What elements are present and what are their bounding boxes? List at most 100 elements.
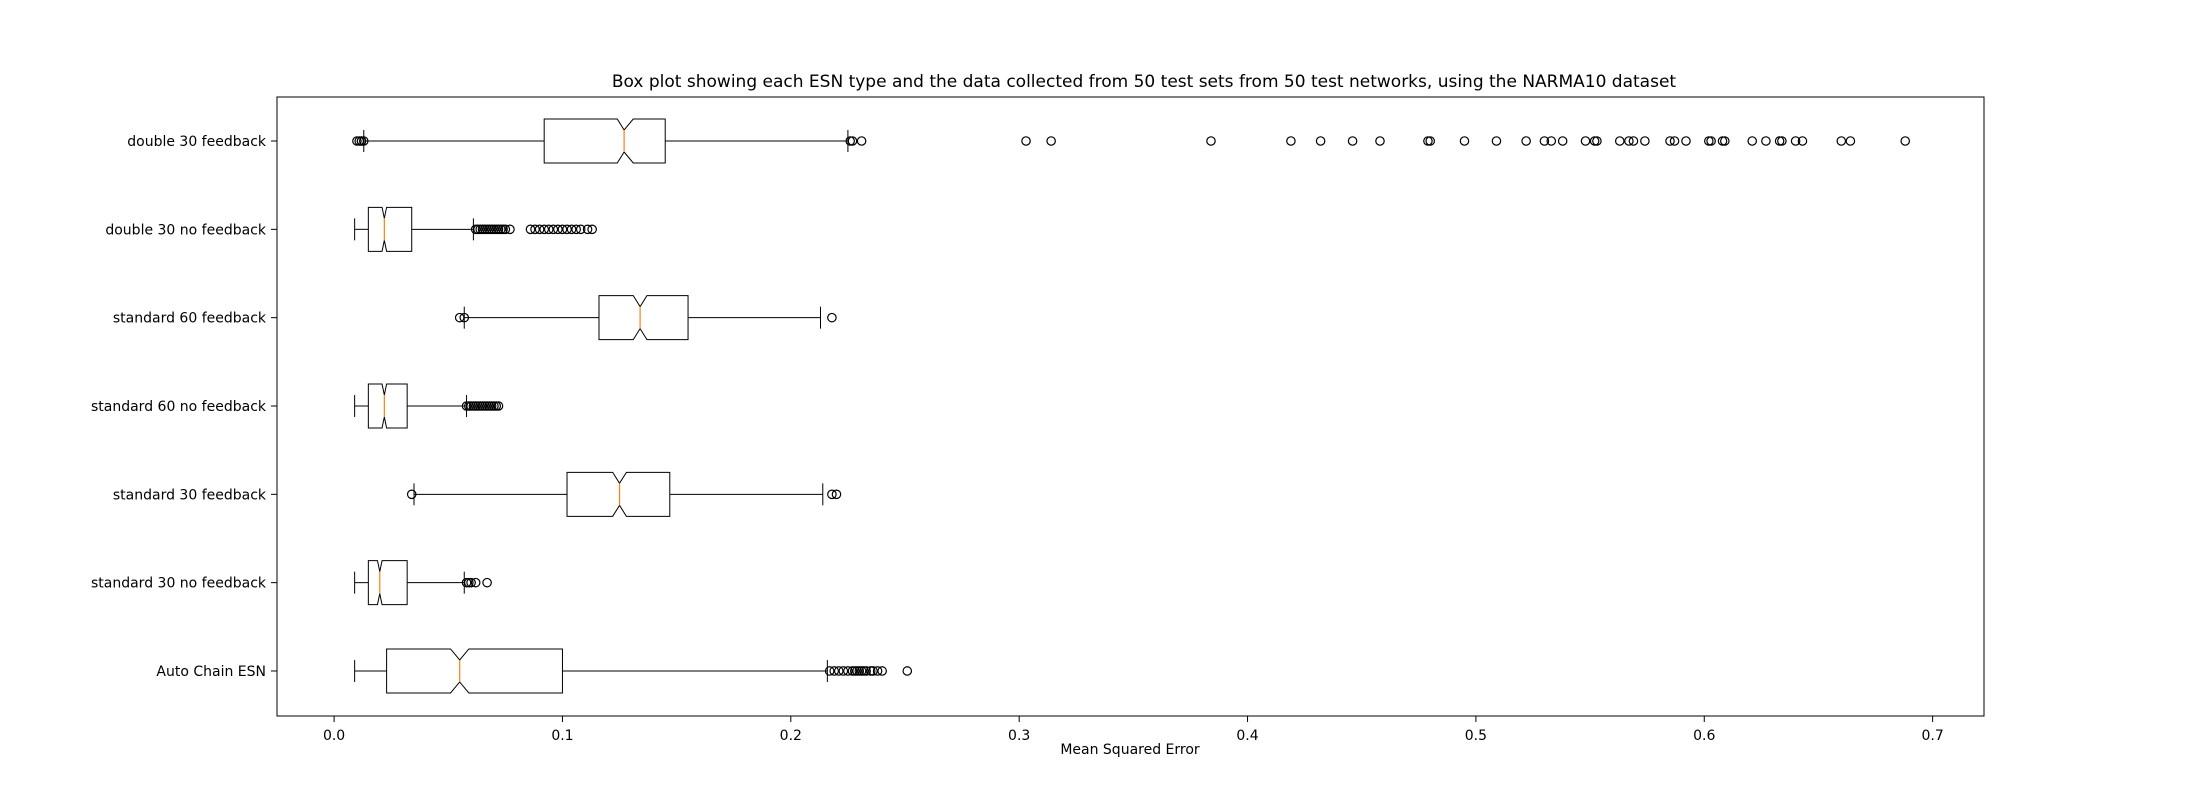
x-axis-label: Mean Squared Error — [1060, 742, 1200, 758]
box — [367, 206, 413, 252]
outlier-point — [525, 224, 536, 235]
box-group — [406, 471, 842, 517]
x-tick-label: 0.1 — [551, 728, 573, 744]
x-tick-label: 0.2 — [780, 728, 802, 744]
outlier-point — [1761, 136, 1771, 146]
outlier-point — [557, 224, 568, 235]
outlier-point — [861, 666, 871, 676]
outlier-point — [562, 224, 572, 235]
y-tick-label: standard 30 feedback — [113, 487, 267, 503]
outlier-point — [470, 577, 481, 588]
outlier-point — [833, 666, 844, 676]
outlier-point — [856, 136, 867, 146]
box-group — [354, 206, 597, 252]
outlier-point — [1640, 136, 1650, 146]
outlier-point — [539, 224, 549, 235]
outlier-point — [827, 312, 837, 323]
outlier-point — [1557, 136, 1568, 146]
box-group — [454, 295, 837, 341]
outlier-point — [1580, 136, 1591, 146]
outlier-point — [1592, 136, 1602, 146]
outlier-point — [1628, 136, 1639, 146]
y-tick-label: standard 60 no feedback — [91, 399, 267, 415]
x-tick-label: 0.4 — [1236, 728, 1258, 744]
outlier-point — [1425, 136, 1436, 146]
outlier-point — [1046, 136, 1056, 146]
outlier-point — [530, 224, 540, 235]
outlier-point — [829, 666, 840, 676]
box-group — [354, 648, 913, 694]
outlier-point — [1459, 136, 1470, 146]
outlier-point — [466, 577, 476, 588]
outlier-point — [1375, 136, 1385, 146]
outlier-point — [358, 136, 369, 146]
outlier-point — [1315, 136, 1326, 146]
outlier-point — [1681, 136, 1691, 146]
box — [386, 648, 563, 694]
outlier-point — [454, 312, 465, 323]
outlier-point — [575, 224, 586, 235]
x-tick-label: 0.3 — [1008, 728, 1030, 744]
chart-title: Box plot showing each ESN type and the d… — [612, 72, 1677, 92]
y-tick-label: double 30 feedback — [127, 134, 267, 150]
outlier-point — [1747, 136, 1758, 146]
outlier-point — [1790, 136, 1801, 146]
box — [543, 118, 666, 164]
outlier-point — [1521, 136, 1531, 146]
outlier-point — [505, 224, 515, 235]
outlier-point — [534, 224, 545, 235]
outlier-point — [500, 224, 511, 235]
x-tick-label: 0.0 — [323, 728, 345, 744]
plot-frame — [276, 96, 1985, 717]
outlier-point — [1286, 136, 1296, 146]
box-group — [354, 383, 504, 429]
outlier-point — [1665, 136, 1675, 146]
outlier-point — [571, 224, 581, 235]
plot-area — [352, 118, 1911, 694]
box-group — [354, 560, 492, 606]
outlier-point — [827, 489, 837, 500]
outlier-point — [482, 577, 492, 588]
box — [566, 471, 671, 517]
box — [367, 383, 408, 429]
outlier-point — [1206, 136, 1216, 146]
outlier-point — [587, 224, 597, 235]
x-tick-label: 0.7 — [1921, 728, 1943, 744]
outlier-point — [459, 312, 470, 323]
outlier-point — [1614, 136, 1625, 146]
outlier-point — [1347, 136, 1358, 146]
y-tick-label: Auto Chain ESN — [156, 664, 266, 680]
outlier-point — [566, 224, 577, 235]
outlier-point — [1624, 136, 1634, 146]
outlier-point — [902, 666, 913, 676]
outlier-point — [582, 224, 593, 235]
box — [598, 295, 689, 341]
box-group — [352, 118, 1911, 164]
outlier-point — [553, 224, 563, 235]
outlier-point — [847, 136, 858, 146]
outlier-point — [843, 666, 853, 676]
outlier-point — [1797, 136, 1808, 146]
box — [367, 560, 408, 606]
outlier-point — [548, 224, 559, 235]
outlier-point — [1706, 136, 1716, 146]
outlier-point — [838, 666, 849, 676]
outlier-point — [493, 401, 504, 411]
outlier-point — [868, 666, 878, 676]
outlier-point — [1720, 136, 1730, 146]
outlier-point — [877, 666, 887, 676]
outlier-point — [1777, 136, 1787, 146]
outlier-point — [1836, 136, 1847, 146]
y-tick-label: double 30 no feedback — [105, 222, 267, 238]
outlier-point — [1900, 136, 1911, 146]
outlier-point — [1845, 136, 1856, 146]
outlier-point — [1021, 136, 1031, 146]
outlier-point — [1669, 136, 1680, 146]
outlier-point — [406, 489, 417, 500]
outlier-point — [1546, 136, 1557, 146]
x-tick-label: 0.5 — [1465, 728, 1487, 744]
y-tick-label: standard 60 feedback — [113, 311, 267, 327]
y-tick-label: standard 30 no feedback — [91, 576, 267, 592]
outlier-point — [1539, 136, 1550, 146]
